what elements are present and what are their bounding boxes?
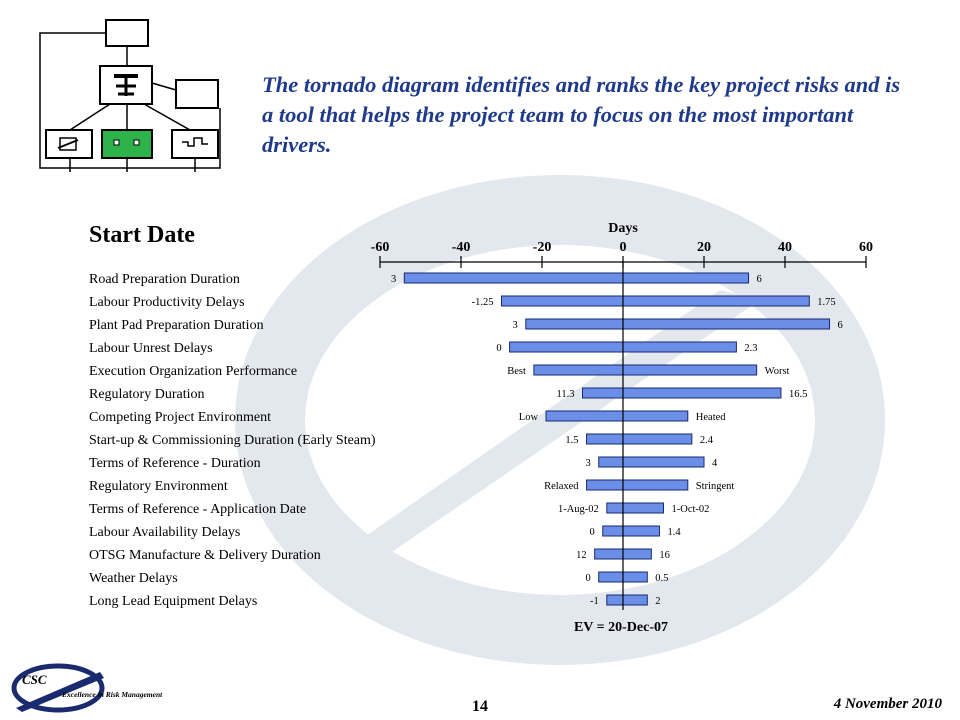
logo-text: CSC — [22, 672, 47, 687]
tornado-bar — [598, 456, 705, 468]
bar-low-label: 1-Aug-02 — [558, 504, 599, 515]
x-tick-label: -20 — [533, 240, 552, 255]
bar-high-label: 1-Oct-02 — [672, 504, 710, 515]
bar-low-label: 11.3 — [557, 389, 575, 400]
bar-high-label: 2 — [655, 596, 660, 607]
row-label: Terms of Reference - Duration — [89, 456, 261, 471]
bar-high-label: 16 — [659, 550, 670, 561]
bar-high-label: 0.5 — [655, 573, 668, 584]
row-label: OTSG Manufacture & Delivery Duration — [89, 548, 321, 563]
tornado-bar — [602, 525, 660, 537]
bar-low-label: Low — [519, 412, 539, 423]
x-tick-label: 20 — [697, 240, 711, 255]
x-tick-label: -60 — [371, 240, 390, 255]
row-label: Labour Unrest Delays — [89, 341, 213, 356]
row-label: Long Lead Equipment Delays — [89, 594, 257, 609]
chart-title: Start Date — [89, 222, 195, 248]
bar-high-label: Heated — [696, 412, 726, 423]
tornado-bar — [606, 594, 648, 606]
tornado-bar — [403, 272, 750, 284]
process-diagram-icon — [39, 19, 221, 172]
bar-low-label: 0 — [590, 527, 595, 538]
bar-high-label: 1.4 — [667, 527, 681, 538]
bar-low-label: -1 — [590, 596, 599, 607]
x-axis-title: Days — [608, 221, 638, 236]
bar-low-label: 3 — [513, 320, 518, 331]
bar-high-label: 16.5 — [789, 389, 807, 400]
tornado-bar — [586, 433, 693, 445]
bar-high-label: 4 — [712, 458, 718, 469]
bar-low-label: 3 — [391, 274, 396, 285]
bar-high-label: 2.4 — [700, 435, 714, 446]
expected-value-label: EV = 20-Dec-07 — [574, 620, 668, 635]
bar-low-label: -1.25 — [472, 297, 494, 308]
row-label: Execution Organization Performance — [89, 364, 297, 379]
row-label: Regulatory Environment — [89, 479, 228, 494]
tornado-bar — [533, 364, 758, 376]
x-tick-label: 40 — [778, 240, 792, 255]
row-label: Start-up & Commissioning Duration (Early… — [89, 433, 376, 448]
headline-text: The tornado diagram identifies and ranks… — [262, 72, 901, 157]
bar-low-label: 12 — [576, 550, 587, 561]
x-axis: -60 -40 -20 0 20 40 60 — [371, 240, 873, 268]
bar-low-label: 0 — [496, 343, 501, 354]
logo-tagline: Excellence in Risk Management — [61, 690, 163, 699]
tornado-bar — [606, 502, 664, 514]
row-label: Regulatory Duration — [89, 387, 204, 402]
row-label: Road Preparation Duration — [89, 272, 240, 287]
row-label: Competing Project Environment — [89, 410, 271, 425]
row-label: Labour Productivity Delays — [89, 295, 245, 310]
x-tick-label: -40 — [452, 240, 471, 255]
row-label: Labour Availability Delays — [89, 525, 240, 540]
bar-low-label: 3 — [585, 458, 590, 469]
footer-date: 4 November 2010 — [833, 696, 942, 712]
tornado-bar — [582, 387, 782, 399]
tornado-bar — [586, 479, 689, 491]
tornado-bar — [525, 318, 831, 330]
csc-logo: CSC Excellence in Risk Management — [11, 663, 163, 713]
row-label: Weather Delays — [89, 571, 178, 586]
bar-high-label: 1.75 — [817, 297, 835, 308]
bar-high-label: Worst — [765, 366, 790, 377]
bar-high-label: 6 — [757, 274, 762, 285]
bar-high-label: 6 — [838, 320, 843, 331]
tornado-bar — [501, 295, 810, 307]
bar-low-label: 1.5 — [565, 435, 578, 446]
bar-high-label: 2.3 — [744, 343, 757, 354]
x-tick-label: 60 — [859, 240, 873, 255]
bar-low-label: 0 — [585, 573, 590, 584]
bar-high-label: Stringent — [696, 481, 735, 492]
row-label: Terms of Reference - Application Date — [89, 502, 306, 517]
row-label: Plant Pad Preparation Duration — [89, 318, 264, 333]
tornado-bars: Road Preparation Duration 3 6 Labour Produc… — [89, 262, 843, 610]
bar-low-label: Relaxed — [544, 481, 579, 492]
bar-low-label: Best — [507, 366, 526, 377]
tornado-bar — [545, 410, 689, 422]
page-number: 14 — [472, 698, 488, 715]
x-tick-label: 0 — [620, 240, 627, 255]
